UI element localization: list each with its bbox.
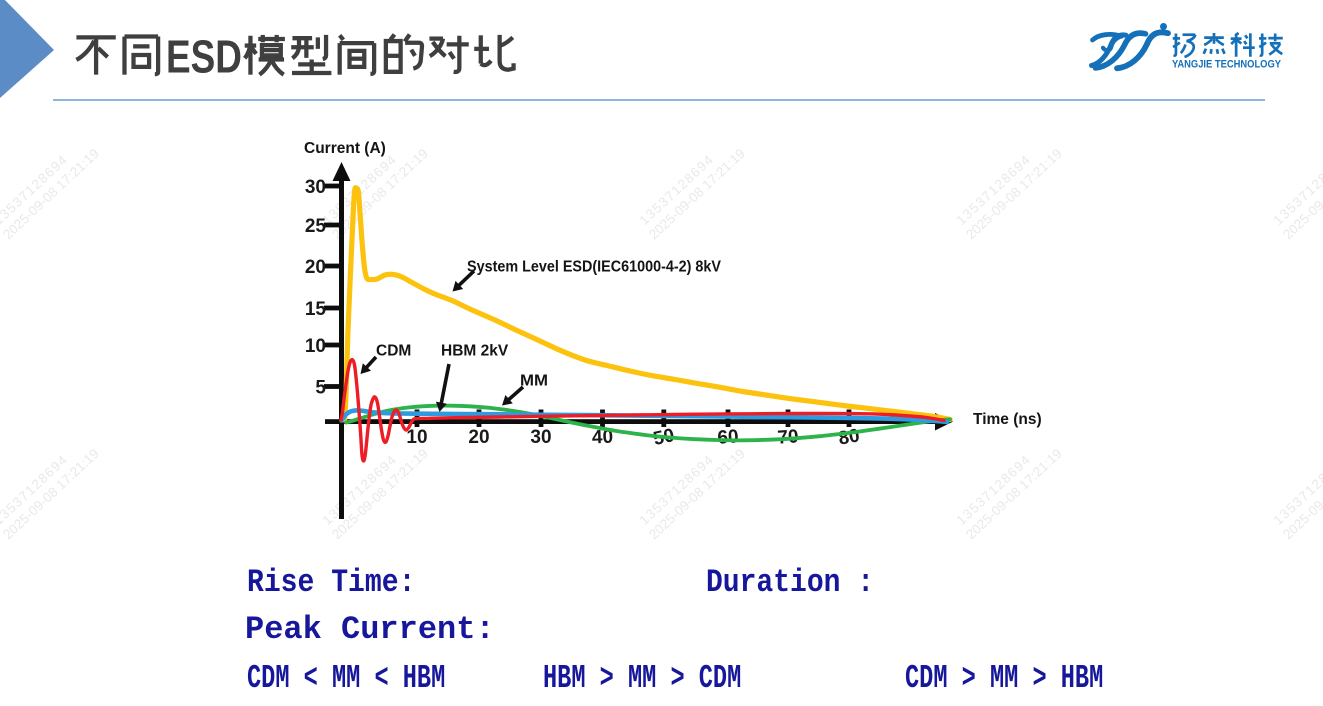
svg-text:20: 20 (305, 257, 326, 278)
svg-text:30: 30 (305, 177, 326, 198)
svg-text:System Level ESD(IEC61000-4-2): System Level ESD(IEC61000-4-2) 8kV (467, 259, 722, 276)
svg-text:MM: MM (520, 373, 548, 390)
svg-text:60: 60 (717, 426, 740, 448)
svg-text:40: 40 (592, 427, 614, 449)
svg-text:CDM: CDM (376, 343, 411, 360)
svg-text:25: 25 (305, 216, 327, 237)
svg-text:HBM 2kV: HBM 2kV (441, 343, 509, 360)
svg-text:ESD: ESD (166, 31, 242, 83)
svg-text:YANGJIE TECHNOLOGY: YANGJIE TECHNOLOGY (1172, 59, 1281, 71)
svg-text:10: 10 (406, 427, 427, 448)
svg-text:80: 80 (837, 425, 861, 449)
svg-text:20: 20 (468, 427, 489, 448)
svg-text:Current (A): Current (A) (304, 140, 386, 157)
svg-text:10: 10 (305, 336, 326, 357)
svg-text:30: 30 (530, 427, 551, 448)
svg-text:5: 5 (315, 378, 326, 399)
svg-text:15: 15 (305, 299, 327, 320)
svg-text:Time (ns): Time (ns) (973, 411, 1042, 428)
